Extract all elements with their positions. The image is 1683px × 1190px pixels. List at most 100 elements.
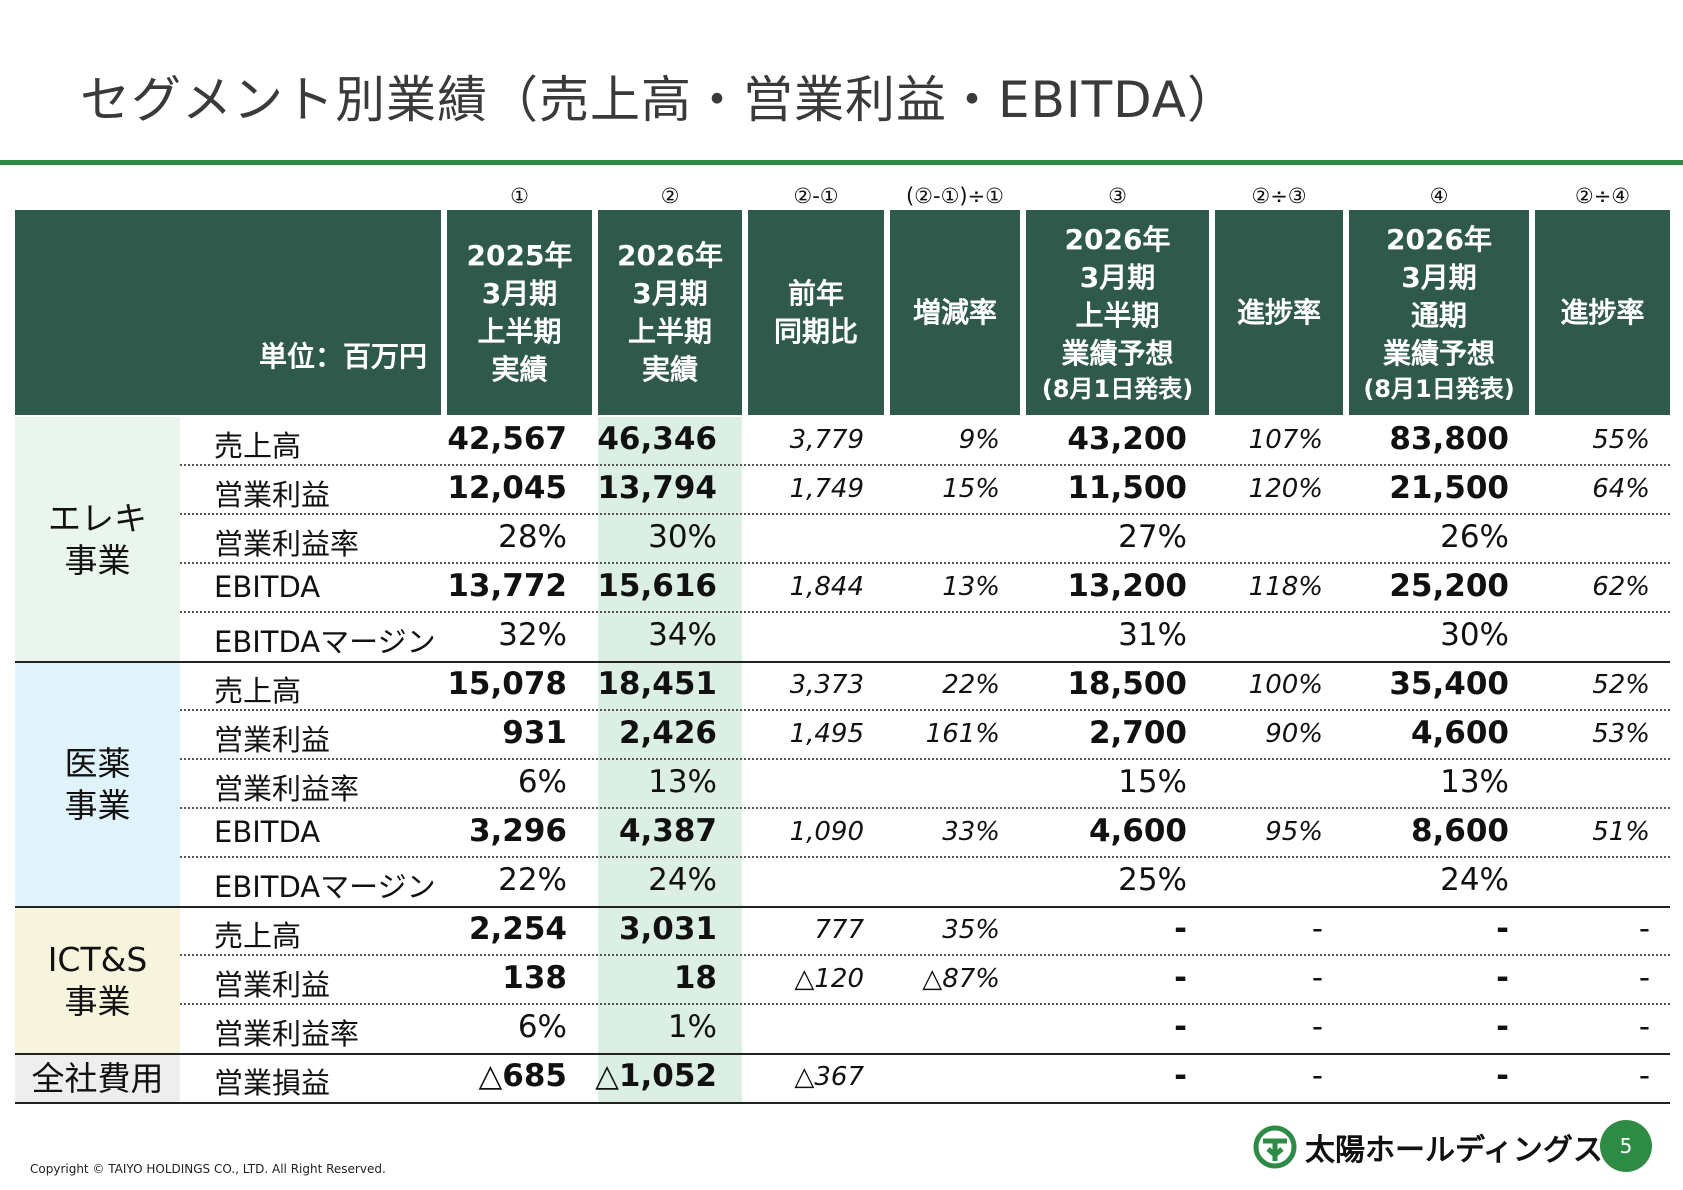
cell-v8: -: [1638, 1058, 1650, 1094]
table-row: 営業利益率 6% 1% - - - -: [180, 1005, 1670, 1054]
table-row: 営業利益 931 2,426 1,495 161% 2,700 90% 4,600 53%: [180, 711, 1670, 760]
cell-v7: -: [1496, 1058, 1509, 1094]
cell-v4: △87%: [922, 964, 1000, 994]
cell-v5: -: [1174, 1058, 1187, 1094]
cell-v4: 9%: [958, 425, 1000, 455]
cell-v2: 3,031: [618, 911, 717, 947]
cell-v7: 30%: [1440, 617, 1509, 653]
cell-v1: 6%: [517, 1009, 567, 1045]
column-header-line: 2026年: [1386, 222, 1492, 256]
taiyo-logo-icon: [1253, 1125, 1297, 1169]
table-row: 売上高 2,254 3,031 777 35% - - - -: [180, 907, 1670, 956]
column-header-line: 3月期: [481, 276, 558, 310]
cell-v5: 27%: [1118, 519, 1187, 555]
row-label: 営業利益: [214, 478, 331, 512]
cell-v5: -: [1174, 911, 1187, 947]
column-symbol: ②÷④: [1574, 184, 1631, 208]
cell-v1: 6%: [517, 764, 567, 800]
column-header-line: 2026年: [617, 238, 723, 272]
cell-v2: 2,426: [618, 715, 717, 751]
cell-v8: 53%: [1592, 719, 1650, 749]
cell-v5: 4,600: [1088, 813, 1187, 849]
segment-pharma: 医薬 事業: [15, 662, 180, 907]
column-header-line: 2025年: [466, 238, 573, 272]
table-row: 営業利益 138 18 △120 △87% - - - -: [180, 956, 1670, 1005]
column-symbol: (②-①)÷①: [905, 184, 1005, 208]
cell-v4: 15%: [942, 474, 1000, 504]
cell-v2: 30%: [648, 519, 717, 555]
cell-v2: 13%: [648, 764, 717, 800]
unit-header-cell: 単位：百万円: [15, 210, 441, 415]
cell-v1: 3,296: [468, 813, 567, 849]
segment-ict-label: ICT&S 事業: [47, 939, 148, 1021]
row-label: 営業利益率: [214, 772, 360, 806]
row-divider: [180, 611, 1670, 613]
row-label: 営業損益: [214, 1066, 331, 1100]
cell-v6: 90%: [1265, 719, 1323, 749]
table-row: 営業利益率 6% 13% 15% 13%: [180, 760, 1670, 809]
cell-v3: 1,749: [789, 474, 864, 504]
row-label: EBITDA: [214, 815, 321, 849]
cell-v3: 1,090: [789, 817, 864, 847]
cell-v2: 13,794: [597, 470, 717, 506]
row-divider: [180, 709, 1670, 711]
cell-v3: △367: [794, 1062, 864, 1092]
cell-v7: -: [1496, 1009, 1509, 1045]
column-header-line: 同期比: [773, 314, 858, 348]
cell-v8: -: [1638, 1009, 1650, 1045]
column-header-6: 進捗率: [1215, 210, 1343, 415]
column-header-line: 実績: [641, 352, 698, 386]
cell-v2: 15,616: [597, 568, 717, 604]
cell-v7: 35,400: [1389, 666, 1509, 702]
column-header-line: 上半期: [627, 314, 712, 348]
cell-v1: 2,254: [468, 911, 567, 947]
column-header-8: 進捗率: [1535, 210, 1670, 415]
cell-v4: 35%: [942, 915, 1000, 945]
table-row: 売上高 15,078 18,451 3,373 22% 18,500 100% 35,400 5…: [180, 662, 1670, 711]
table-row: 営業利益 12,045 13,794 1,749 15% 11,500 120% 21,500…: [180, 466, 1670, 515]
page-title: セグメント別業績（売上高・営業利益・EBITDA）: [80, 71, 1239, 129]
table-row: 営業利益率 28% 30% 27% 26%: [180, 515, 1670, 564]
cell-v3: 777: [814, 915, 864, 945]
cell-v2: 18,451: [597, 666, 717, 702]
row-label: 営業利益率: [214, 527, 360, 561]
unit-label: 単位：百万円: [258, 340, 427, 373]
segment-pharma-label: 医薬 事業: [64, 743, 131, 825]
cell-v5: 43,200: [1067, 421, 1187, 457]
cell-v5: 11,500: [1067, 470, 1187, 506]
column-symbol: ③: [1108, 184, 1127, 208]
column-header-line: 3月期: [1079, 260, 1156, 294]
cell-v2: 18: [673, 960, 717, 996]
column-symbol: ②÷③: [1251, 184, 1307, 208]
row-label: EBITDAマージン: [214, 625, 436, 659]
cell-v7: -: [1496, 960, 1509, 996]
cell-v1: 138: [502, 960, 567, 996]
column-symbol: ④: [1429, 184, 1449, 208]
cell-v2: △1,052: [595, 1058, 717, 1094]
segment-divider: [15, 1053, 1670, 1055]
column-header-line: 進捗率: [1236, 295, 1321, 329]
column-header-line: 増減率: [912, 295, 997, 329]
cell-v1: 931: [502, 715, 567, 751]
cell-v2: 1%: [667, 1009, 717, 1045]
cell-v3: 1,495: [789, 719, 864, 749]
cell-v7: 25,200: [1389, 568, 1509, 604]
current-period-highlight: [598, 417, 742, 1103]
row-divider: [180, 758, 1670, 760]
column-header-line: 上半期: [1075, 298, 1160, 332]
cell-v1: 42,567: [447, 421, 567, 457]
segment-electronics: エレキ 事業: [15, 417, 180, 662]
cell-v7: -: [1496, 911, 1509, 947]
cell-v2: 46,346: [597, 421, 717, 457]
cell-v6: 107%: [1248, 425, 1323, 455]
table-bottom-rule: [15, 1102, 1670, 1104]
column-header-line: (8月1日発表): [1041, 374, 1194, 403]
row-divider: [180, 1003, 1670, 1005]
cell-v5: 13,200: [1067, 568, 1187, 604]
column-header-2: 2026年 3月期 上半期 実績: [598, 210, 742, 415]
column-header-line: (8月1日発表): [1363, 374, 1515, 403]
cell-v8: 52%: [1592, 670, 1650, 700]
column-symbol: ②-①: [793, 184, 839, 208]
cell-v6: -: [1311, 911, 1323, 947]
segment-electronics-label: エレキ 事業: [48, 498, 147, 580]
